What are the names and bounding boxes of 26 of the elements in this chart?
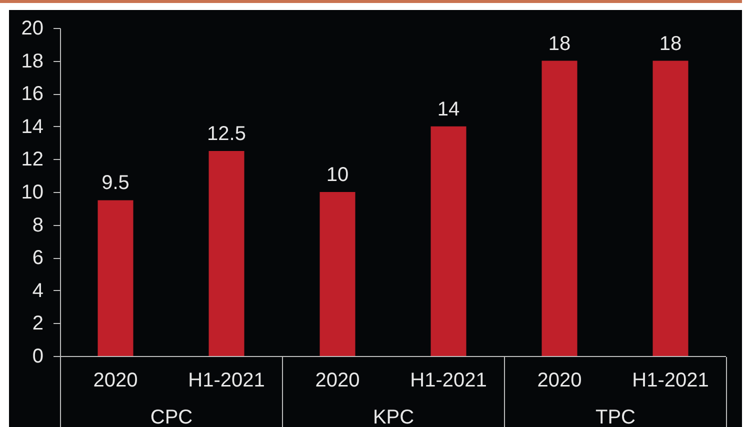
data-label: 10 bbox=[326, 164, 348, 186]
x-tick-label: 2020 bbox=[92, 370, 138, 392]
data-label: 18 bbox=[548, 32, 570, 55]
data-label: 18 bbox=[658, 32, 682, 55]
data-label: 9.5 bbox=[101, 172, 129, 194]
y-tick-label: 6 bbox=[32, 247, 43, 270]
y-tick-label: 2 bbox=[32, 312, 43, 335]
x-tick-label: H1-2021 bbox=[632, 370, 708, 392]
x-axis-title: KPC bbox=[372, 406, 414, 427]
y-tick-label: 0 bbox=[32, 346, 43, 368]
x-tick-label: 2020 bbox=[536, 370, 582, 392]
data-label: 12.5 bbox=[206, 123, 246, 145]
data-label: 14 bbox=[436, 98, 460, 120]
y-tick-label: 20 bbox=[20, 18, 43, 40]
y-tick-label: 8 bbox=[32, 214, 43, 236]
x-tick-label: 2020 bbox=[314, 370, 360, 392]
x-tick-label: H1-2021 bbox=[188, 370, 264, 392]
y-tick-label: 12 bbox=[20, 148, 43, 171]
y-tick-label: 4 bbox=[32, 280, 43, 302]
x-tick-label: H1-2021 bbox=[410, 370, 486, 392]
y-tick-label: 10 bbox=[20, 182, 43, 204]
x-axis-title: CPC bbox=[150, 406, 192, 427]
x-axis-title: TPC bbox=[595, 406, 635, 427]
y-tick-label: 16 bbox=[20, 83, 43, 106]
y-tick-label: 18 bbox=[20, 50, 43, 72]
y-tick-label: 14 bbox=[20, 116, 43, 138]
